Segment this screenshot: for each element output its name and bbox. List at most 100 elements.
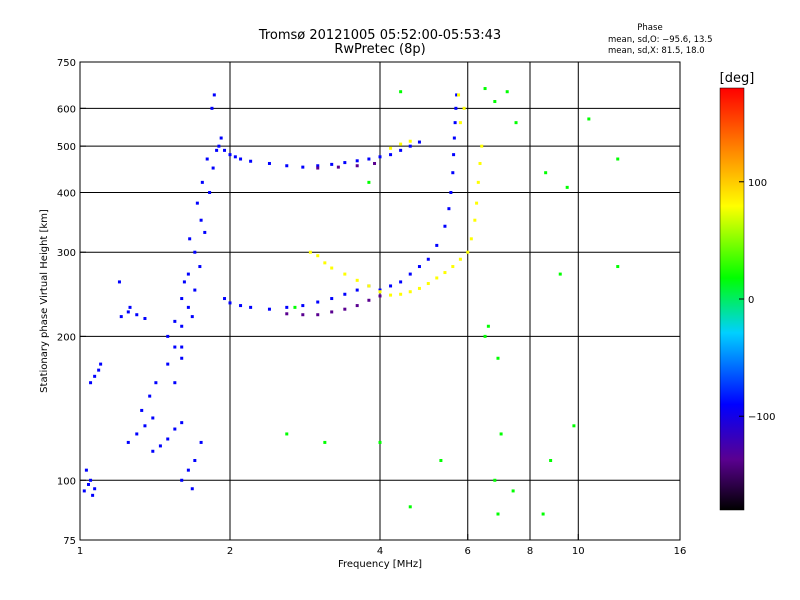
data-point <box>140 408 144 412</box>
data-point <box>478 161 482 165</box>
data-point <box>451 265 455 269</box>
data-point <box>180 345 184 349</box>
data-point <box>447 207 451 211</box>
data-point <box>399 148 403 152</box>
data-point <box>301 313 305 317</box>
colorbar-ticks: 100 0 −100 <box>739 178 775 423</box>
data-point <box>166 437 170 441</box>
data-point <box>330 266 334 270</box>
data-point <box>373 161 377 165</box>
data-point <box>180 297 184 301</box>
data-point <box>180 324 184 328</box>
data-point <box>97 368 101 372</box>
data-point <box>249 305 253 309</box>
data-point <box>435 243 439 247</box>
data-point <box>323 261 327 265</box>
chart-title: Tromsø 20121005 05:52:00-05:53:43 <box>258 28 501 43</box>
data-point <box>151 416 155 420</box>
data-point <box>215 148 219 152</box>
data-point <box>389 284 393 288</box>
data-point <box>239 157 243 161</box>
data-point <box>469 237 473 241</box>
colorbar-tick-label: 0 <box>748 295 754 306</box>
data-point <box>453 121 457 125</box>
data-point <box>166 362 170 366</box>
data-point <box>143 424 147 428</box>
data-point <box>399 90 403 94</box>
data-point <box>458 257 462 261</box>
data-point <box>343 292 347 296</box>
data-point <box>86 482 90 486</box>
y-tick-label: 600 <box>57 104 76 115</box>
data-point <box>91 493 95 497</box>
data-point <box>293 305 297 309</box>
data-point <box>549 458 553 462</box>
data-point <box>451 171 455 175</box>
data-point <box>148 394 152 398</box>
y-tick-label: 400 <box>57 188 76 199</box>
data-point <box>389 293 393 297</box>
data-point <box>367 157 371 161</box>
data-point <box>572 424 576 428</box>
data-point <box>483 334 487 338</box>
data-point <box>330 297 334 301</box>
colorbar-tick-label: 100 <box>748 178 767 189</box>
data-point <box>190 315 194 319</box>
data-point <box>367 180 371 184</box>
data-point <box>330 310 334 314</box>
data-point <box>378 288 382 292</box>
data-point <box>389 146 393 150</box>
data-point <box>454 106 458 110</box>
data-point <box>200 180 204 184</box>
data-point <box>330 162 334 166</box>
data-point <box>228 301 232 305</box>
data-point <box>285 164 289 168</box>
data-point <box>316 254 320 258</box>
data-point <box>408 272 412 276</box>
colorbar-tick-label: −100 <box>748 412 775 423</box>
data-point <box>452 153 456 157</box>
data-point <box>355 164 359 168</box>
x-tick-label: 2 <box>227 546 233 557</box>
grid-layer <box>80 62 680 540</box>
data-point <box>135 313 139 317</box>
data-point <box>616 157 620 161</box>
data-point <box>558 272 562 276</box>
y-tick-label: 750 <box>57 58 76 69</box>
y-tick-label: 75 <box>63 536 76 547</box>
phase-box-line-x: mean, sd,X: 81.5, 18.0 <box>608 46 705 56</box>
data-point <box>378 440 382 444</box>
y-tick-label: 300 <box>57 248 76 259</box>
data-point <box>89 381 93 385</box>
data-point <box>208 190 212 194</box>
data-point <box>212 93 216 97</box>
data-point <box>188 237 192 241</box>
data-point <box>480 144 484 148</box>
data-point <box>417 265 421 269</box>
data-point <box>154 381 158 385</box>
data-point <box>99 362 103 366</box>
data-point <box>316 166 320 170</box>
data-point <box>355 304 359 308</box>
data-point <box>173 319 177 323</box>
y-axis-label: Stationary phase Virtual Height [km] <box>39 209 50 393</box>
data-point <box>355 288 359 292</box>
data-point <box>439 458 443 462</box>
data-point <box>151 449 155 453</box>
data-point <box>173 427 177 431</box>
data-point <box>367 298 371 302</box>
x-axis: 1 2 4 6 8 10 16 <box>77 534 686 557</box>
data-point <box>186 305 190 309</box>
data-point <box>355 159 359 163</box>
data-point <box>199 218 203 222</box>
data-point <box>135 432 139 436</box>
x-tick-label: 8 <box>527 546 533 557</box>
data-point <box>193 250 197 254</box>
data-point <box>158 444 162 448</box>
data-point <box>205 157 209 161</box>
phase-box-title: Phase <box>637 23 662 33</box>
data-point <box>399 142 403 146</box>
data-point <box>486 324 490 328</box>
data-point <box>93 487 97 491</box>
data-point <box>505 90 509 94</box>
